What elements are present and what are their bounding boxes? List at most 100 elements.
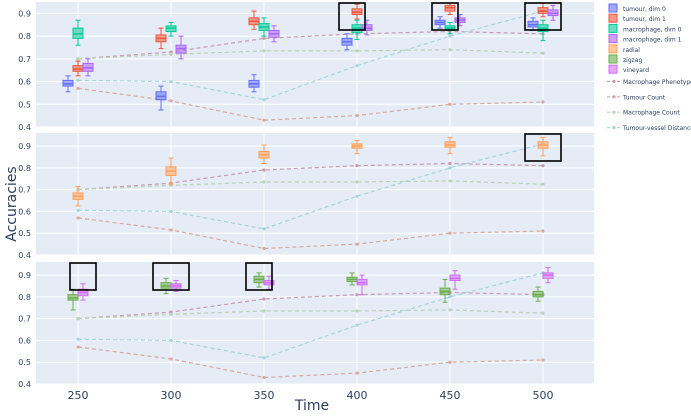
y-tick-label: 0.7 <box>18 55 31 64</box>
ref-point-macrophage-count <box>169 312 173 316</box>
box-radial-400 <box>351 140 363 155</box>
legend-item-vineyard[interactable]: vineyard <box>608 64 649 74</box>
plot-area <box>36 133 594 255</box>
legend[interactable]: tumour, dim 0 tumour, dim 1 macrophage, di… <box>607 3 691 132</box>
y-tick-label: 0.4 <box>18 380 31 389</box>
plot-area <box>36 262 594 384</box>
ref-point-macrophage-count <box>355 49 359 53</box>
ref-point-tumour-vessel-distance <box>76 78 80 83</box>
legend-item-tumour-dim-0[interactable]: tumour, dim 0 <box>608 3 666 13</box>
legend-item-tumour-vessel-distance[interactable]: Tumour-vessel Distance <box>607 125 691 132</box>
x-tick-label: 350 <box>254 389 275 402</box>
x-axis-label: Time <box>294 398 329 414</box>
y-tick-label: 0.4 <box>18 123 31 132</box>
ref-point-macrophage-count <box>448 48 452 52</box>
box-macrophage-dim-0-500 <box>537 19 549 42</box>
y-tick-label: 0.5 <box>18 358 31 367</box>
ref-point-tumour-count <box>448 360 452 364</box>
legend-label: Tumour-vessel Distance <box>622 125 691 132</box>
ref-point-tumour-vessel-distance <box>262 356 266 360</box>
box-vineyard-300 <box>170 280 182 292</box>
legend-swatch <box>608 44 618 54</box>
ref-point-macrophage-phenotype <box>541 164 545 168</box>
ref-point-tumour-count <box>262 246 266 251</box>
y-tick-label: 0.8 <box>18 32 31 41</box>
ref-point-tumour-count <box>541 358 545 362</box>
ref-point-macrophage-count <box>541 311 545 315</box>
box-macrophage-dim-1-250 <box>82 58 94 77</box>
highlight-frame <box>431 2 459 31</box>
box-vineyard-400 <box>356 274 368 296</box>
box-vineyard-500 <box>542 266 554 284</box>
legend-label: Tumour Count <box>622 94 666 101</box>
legend-marker <box>612 95 616 99</box>
box-tumour-dim-1-350 <box>248 10 260 30</box>
ref-point-macrophage-phenotype <box>262 36 266 40</box>
panel-bottom: 0.4 0.5 0.6 0.7 0.8 0.9 250 300 350 400 450 500 <box>18 262 594 402</box>
ref-point-tumour-vessel-distance <box>169 209 173 214</box>
legend-label: tumour, dim 0 <box>623 6 666 13</box>
ref-line-tumour-vessel-distance <box>77 272 544 359</box>
highlight-frame <box>69 262 97 291</box>
legend-swatch <box>608 54 618 64</box>
legend-item-zigzag[interactable]: zigzag <box>608 54 642 64</box>
x-tick-label: 300 <box>161 389 182 402</box>
box-tumour-dim-0-250 <box>62 75 74 93</box>
ref-point-tumour-vessel-distance <box>262 227 266 231</box>
y-tick-label: 0.6 <box>18 336 31 345</box>
legend-item-macrophage-phenotype[interactable]: Macrophage Phenotype <box>607 79 691 86</box>
x-tick-label: 250 <box>68 389 89 402</box>
ref-point-tumour-count <box>355 242 359 246</box>
ref-point-macrophage-phenotype <box>448 161 452 166</box>
legend-swatch <box>608 13 618 23</box>
y-axis-label: Accuracies <box>4 166 20 241</box>
ref-point-macrophage-phenotype <box>262 168 266 172</box>
box-macrophage-dim-0-300 <box>165 21 177 37</box>
box-zigzag-500 <box>532 286 544 302</box>
ref-point-tumour-count <box>169 357 173 361</box>
ref-point-tumour-count <box>448 102 452 106</box>
box-vineyard-350 <box>263 275 275 290</box>
ref-point-tumour-count <box>76 86 80 90</box>
legend-item-macrophage-count[interactable]: Macrophage Count <box>607 110 680 117</box>
legend-item-tumour-count[interactable]: Tumour Count <box>607 94 666 101</box>
ref-point-tumour-vessel-distance <box>262 98 266 102</box>
panel-middle: 0.4 0.5 0.6 0.7 0.8 0.9 <box>18 133 594 260</box>
box-tumour-dim-1-400 <box>351 3 363 20</box>
y-tick-label: 0.9 <box>18 9 31 18</box>
box-zigzag-450 <box>439 278 451 303</box>
legend-item-radial[interactable]: radial <box>608 44 640 54</box>
ref-point-macrophage-phenotype <box>355 293 359 297</box>
ref-point-macrophage-phenotype <box>355 164 359 168</box>
ref-point-macrophage-count <box>448 179 452 183</box>
plot-area <box>36 2 594 127</box>
legend-item-macrophage-dim-0[interactable]: macrophage, dim 0 <box>608 23 682 33</box>
ref-point-tumour-vessel-distance <box>448 166 452 170</box>
ref-point-macrophage-count <box>262 180 266 184</box>
ref-point-macrophage-count <box>76 57 80 61</box>
ref-line-tumour-vessel-distance <box>77 143 544 230</box>
ref-line-macrophage-count <box>77 309 544 320</box>
y-tick-label: 0.8 <box>18 293 31 302</box>
legend-label: Macrophage Phenotype <box>623 79 691 86</box>
box-tumour-dim-0-350 <box>248 74 260 93</box>
box-radial-350 <box>258 144 270 164</box>
box-tumour-dim-0-300 <box>155 85 167 111</box>
ref-line-tumour-vessel-distance <box>77 10 544 101</box>
box-tumour-dim-1-300 <box>155 27 167 50</box>
ref-point-tumour-vessel-distance <box>448 34 452 38</box>
legend-item-tumour-dim-1[interactable]: tumour, dim 1 <box>608 13 666 23</box>
y-tick-label: 0.8 <box>18 164 31 173</box>
legend-marker <box>612 126 616 130</box>
legend-marker <box>612 110 616 114</box>
legend-label: vineyard <box>623 67 649 74</box>
legend-swatch <box>608 3 618 13</box>
legend-item-macrophage-dim-1[interactable]: macrophage, dim 1 <box>608 34 682 44</box>
panel-top: 0.4 0.5 0.6 0.7 0.8 0.9 <box>18 2 594 132</box>
ref-point-tumour-vessel-distance <box>355 194 359 198</box>
legend-label: zigzag <box>623 57 642 64</box>
ref-point-tumour-count <box>169 99 173 103</box>
y-tick-label: 0.9 <box>18 142 31 151</box>
box-macrophage-dim-1-300 <box>175 35 187 60</box>
